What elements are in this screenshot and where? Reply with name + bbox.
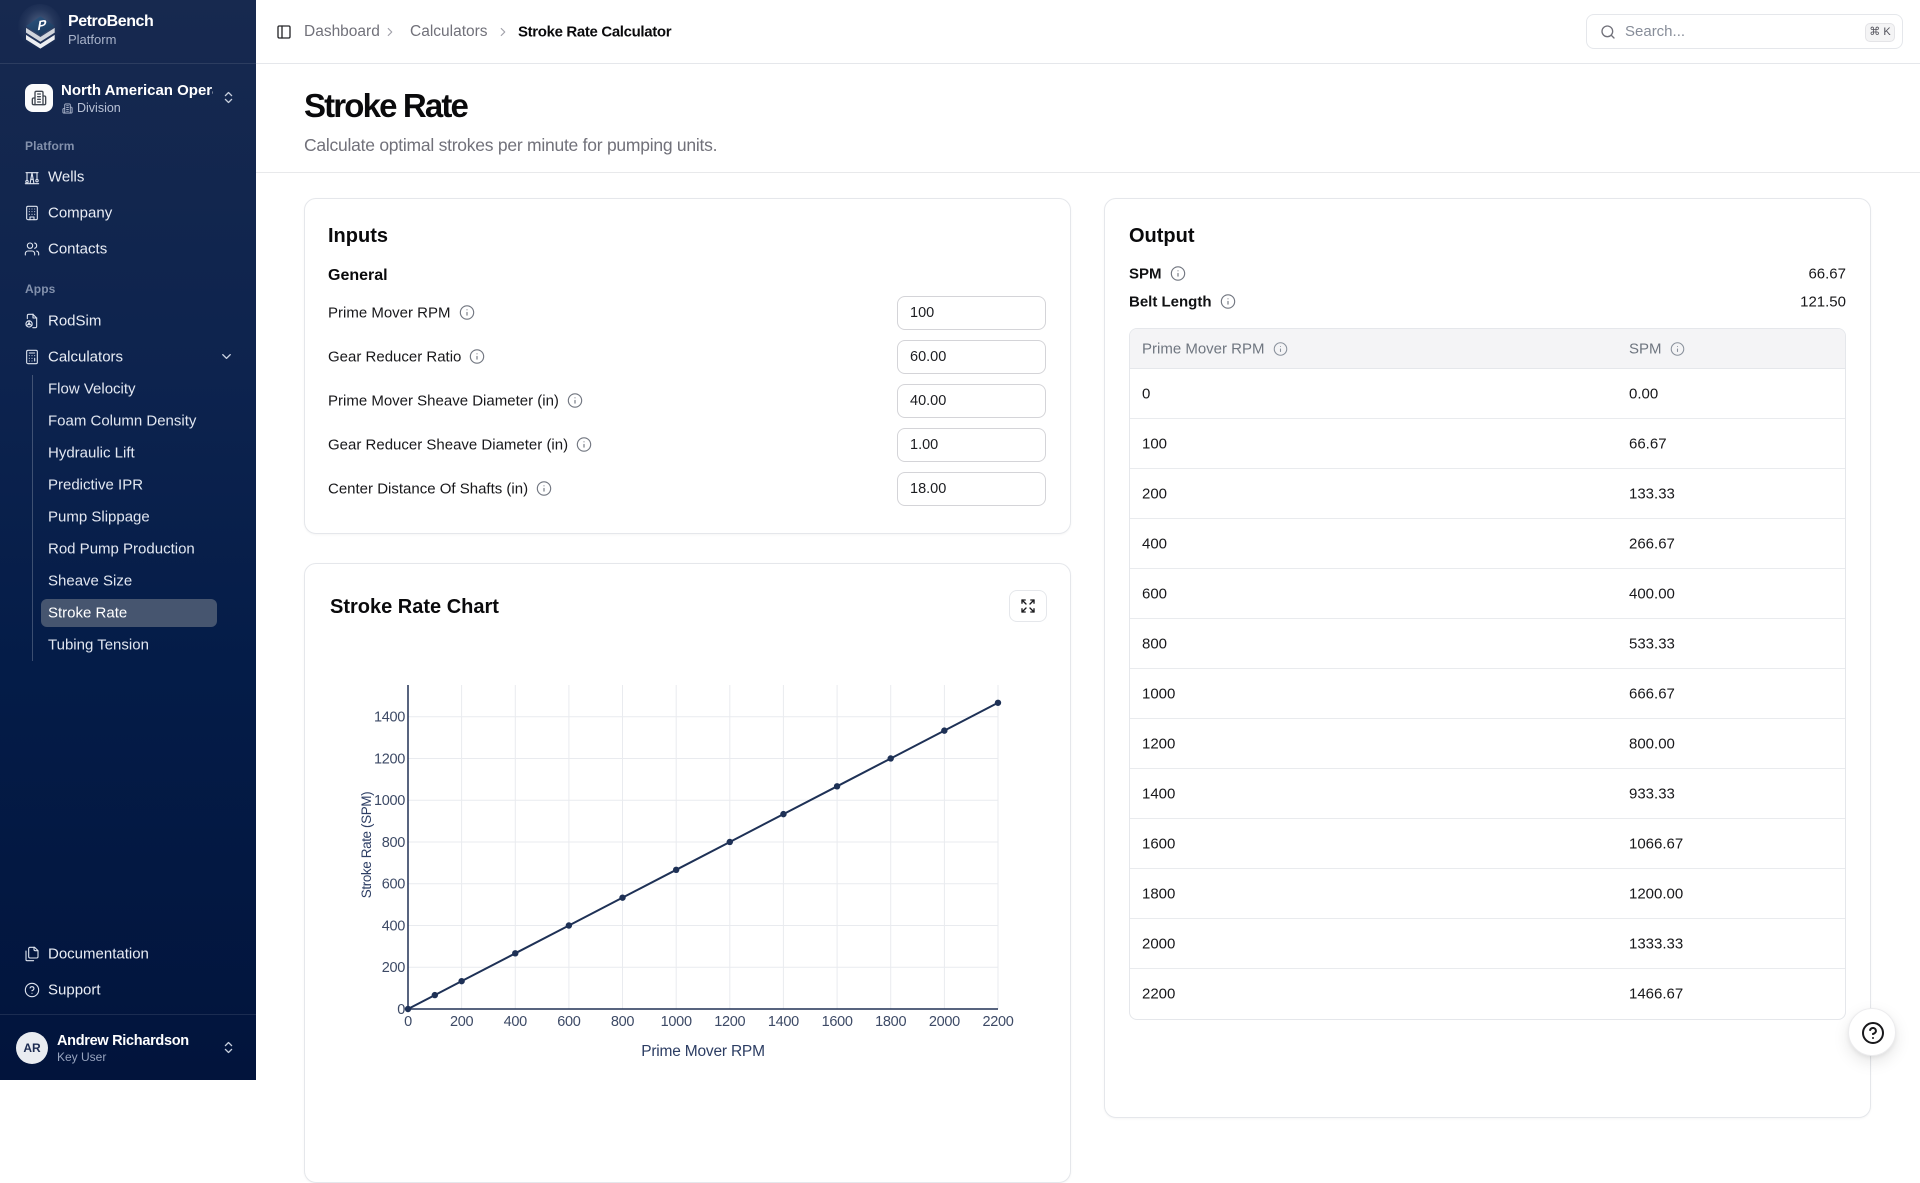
svg-text:P: P	[36, 17, 47, 34]
svg-text:2200: 2200	[982, 1014, 1013, 1030]
svg-text:1400: 1400	[374, 710, 405, 726]
svg-text:1200: 1200	[714, 1014, 745, 1030]
svg-text:2000: 2000	[929, 1014, 960, 1030]
svg-text:0: 0	[397, 1002, 405, 1018]
svg-text:1000: 1000	[374, 793, 405, 809]
svg-text:200: 200	[450, 1014, 474, 1030]
svg-text:1200: 1200	[374, 752, 405, 768]
svg-text:600: 600	[382, 877, 406, 893]
svg-text:1600: 1600	[822, 1014, 853, 1030]
svg-text:Prime Mover RPM: Prime Mover RPM	[641, 1043, 765, 1060]
svg-text:200: 200	[382, 960, 406, 976]
svg-text:600: 600	[557, 1014, 581, 1030]
svg-text:Stroke Rate (SPM): Stroke Rate (SPM)	[359, 792, 374, 898]
svg-text:400: 400	[504, 1014, 528, 1030]
svg-text:1800: 1800	[875, 1014, 906, 1030]
svg-text:1400: 1400	[768, 1014, 799, 1030]
svg-text:800: 800	[382, 835, 406, 851]
svg-text:400: 400	[382, 919, 406, 935]
svg-text:1000: 1000	[661, 1014, 692, 1030]
svg-text:0: 0	[404, 1014, 412, 1030]
svg-text:800: 800	[611, 1014, 635, 1030]
